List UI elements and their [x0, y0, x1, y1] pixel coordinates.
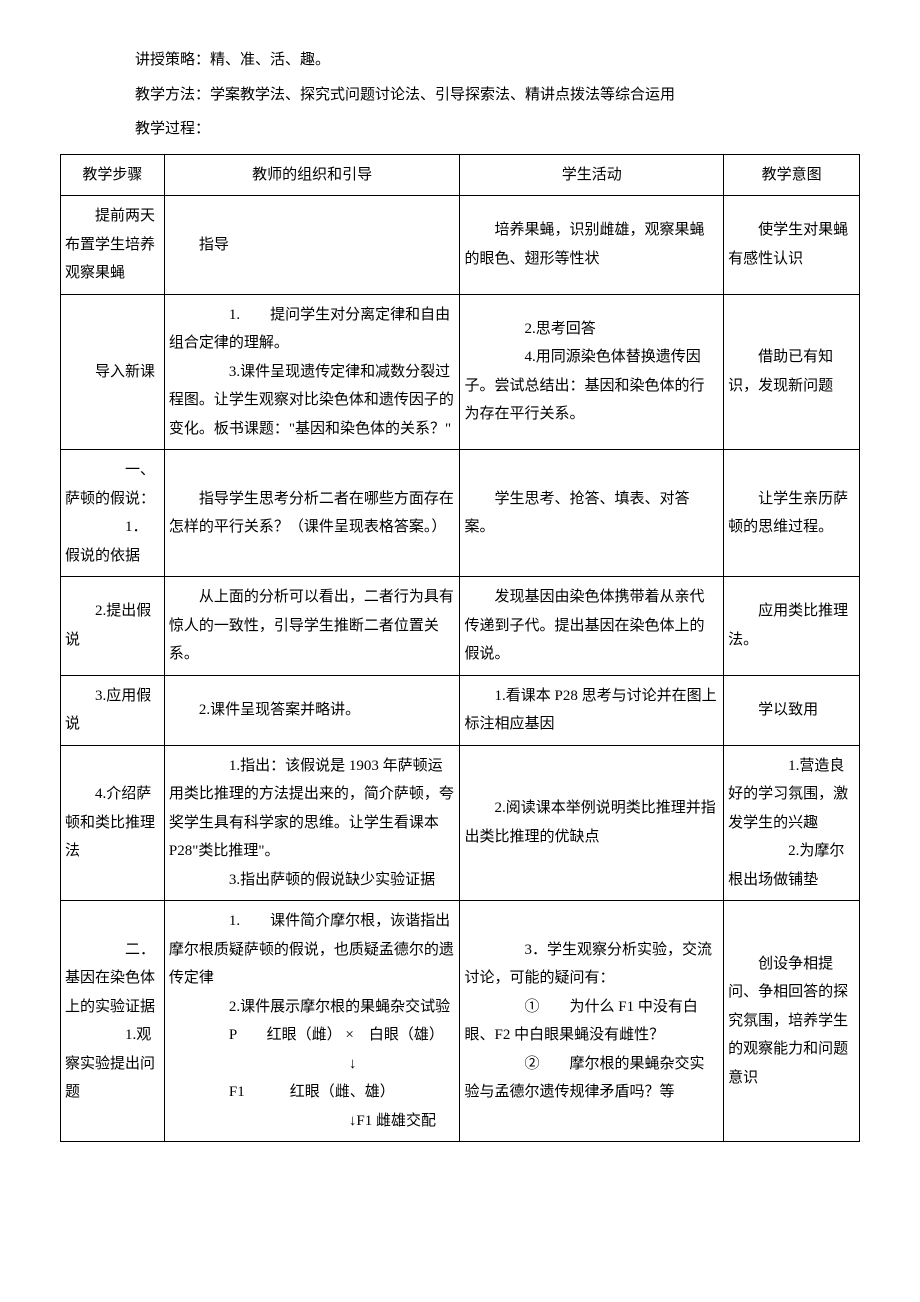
step-line: 二．基因在染色体上的实验证据	[65, 936, 160, 1022]
table-header-row: 教学步骤 教师的组织和引导 学生活动 教学意图	[61, 154, 860, 196]
cell-teach: 指导	[164, 196, 460, 295]
teach-line: ↓F1 雌雄交配	[169, 1107, 456, 1136]
cell-teach: 1. 课件简介摩尔根，诙谐指出摩尔根质疑萨顿的假说，也质疑孟德尔的遗传定律 2.…	[164, 901, 460, 1142]
cell-intent: 创设争相提问、争相回答的探究氛围，培养学生的观察能力和问题意识	[724, 901, 860, 1142]
table-row: 一、萨顿的假说： 1．假说的依据 指导学生思考分析二者在哪些方面存在怎样的平行关…	[61, 450, 860, 577]
cell-step: 2.提出假说	[61, 577, 165, 676]
teach-line: ↓	[169, 1050, 456, 1079]
cell-student: 培养果蝇，识别雌雄，观察果蝇的眼色、翅形等性状	[460, 196, 724, 295]
intro-process: 教学过程：	[60, 115, 860, 144]
table-row: 3.应用假说 2.课件呈现答案并略讲。 1.看课本 P28 思考与讨论并在图上标…	[61, 675, 860, 745]
cell-student: 学生思考、抢答、填表、对答案。	[460, 450, 724, 577]
cell-intent: 让学生亲历萨顿的思维过程。	[724, 450, 860, 577]
cell-intent: 应用类比推理法。	[724, 577, 860, 676]
cell-student: 发现基因由染色体携带着从亲代传递到子代。提出基因在染色体上的假说。	[460, 577, 724, 676]
cell-student: 1.看课本 P28 思考与讨论并在图上标注相应基因	[460, 675, 724, 745]
cell-teach: 指导学生思考分析二者在哪些方面存在怎样的平行关系？（课件呈现表格答案。）	[164, 450, 460, 577]
cell-step: 导入新课	[61, 294, 165, 450]
teach-line: 1.指出：该假说是 1903 年萨顿运用类比推理的方法提出来的，简介萨顿，夸奖学…	[169, 752, 456, 866]
step-line: 1.观察实验提出问题	[65, 1021, 160, 1107]
teach-line: 1. 提问学生对分离定律和自由组合定律的理解。	[169, 301, 456, 358]
table-row: 提前两天布置学生培养观察果蝇 指导 培养果蝇，识别雌雄，观察果蝇的眼色、翅形等性…	[61, 196, 860, 295]
col-header-step: 教学步骤	[61, 154, 165, 196]
student-line: 4.用同源染色体替换遗传因子。尝试总结出：基因和染色体的行为存在平行关系。	[464, 343, 719, 429]
cell-teach: 1.指出：该假说是 1903 年萨顿运用类比推理的方法提出来的，简介萨顿，夸奖学…	[164, 745, 460, 901]
student-line: 3．学生观察分析实验，交流讨论，可能的疑问有：	[464, 936, 719, 993]
cell-step: 二．基因在染色体上的实验证据 1.观察实验提出问题	[61, 901, 165, 1142]
cell-intent: 使学生对果蝇有感性认识	[724, 196, 860, 295]
intro-method: 教学方法：学案教学法、探究式问题讨论法、引导探索法、精讲点拨法等综合运用	[60, 81, 860, 110]
step-line: 一、萨顿的假说：	[65, 456, 160, 513]
student-line: 2.思考回答	[464, 315, 719, 344]
cell-step: 提前两天布置学生培养观察果蝇	[61, 196, 165, 295]
table-row: 4.介绍萨顿和类比推理法 1.指出：该假说是 1903 年萨顿运用类比推理的方法…	[61, 745, 860, 901]
cell-step: 4.介绍萨顿和类比推理法	[61, 745, 165, 901]
teach-line: 3.指出萨顿的假说缺少实验证据	[169, 866, 456, 895]
col-header-intent: 教学意图	[724, 154, 860, 196]
intent-line: 1.营造良好的学习氛围，激发学生的兴趣	[728, 752, 855, 838]
teach-line: F1 红眼（雌、雄）	[169, 1078, 456, 1107]
teach-line: 2.课件展示摩尔根的果蝇杂交试验	[169, 993, 456, 1022]
table-row: 导入新课 1. 提问学生对分离定律和自由组合定律的理解。 3.课件呈现遗传定律和…	[61, 294, 860, 450]
cell-student: 3．学生观察分析实验，交流讨论，可能的疑问有： ① 为什么 F1 中没有白眼、F…	[460, 901, 724, 1142]
teach-line: P 红眼（雌） × 白眼（雄）	[169, 1021, 456, 1050]
cell-teach: 从上面的分析可以看出，二者行为具有惊人的一致性，引导学生推断二者位置关系。	[164, 577, 460, 676]
teach-line: 3.课件呈现遗传定律和减数分裂过程图。让学生观察对比染色体和遗传因子的变化。板书…	[169, 358, 456, 444]
cell-student: 2.阅读课本举例说明类比推理并指出类比推理的优缺点	[460, 745, 724, 901]
student-line: ② 摩尔根的果蝇杂交实验与孟德尔遗传规律矛盾吗？等	[464, 1050, 719, 1107]
cell-teach: 2.课件呈现答案并略讲。	[164, 675, 460, 745]
cell-teach: 1. 提问学生对分离定律和自由组合定律的理解。 3.课件呈现遗传定律和减数分裂过…	[164, 294, 460, 450]
col-header-teach: 教师的组织和引导	[164, 154, 460, 196]
step-line: 1．假说的依据	[65, 513, 160, 570]
cell-step: 一、萨顿的假说： 1．假说的依据	[61, 450, 165, 577]
cell-intent: 学以致用	[724, 675, 860, 745]
col-header-student: 学生活动	[460, 154, 724, 196]
lesson-plan-table: 教学步骤 教师的组织和引导 学生活动 教学意图 提前两天布置学生培养观察果蝇 指…	[60, 154, 860, 1143]
teach-line: 1. 课件简介摩尔根，诙谐指出摩尔根质疑萨顿的假说，也质疑孟德尔的遗传定律	[169, 907, 456, 993]
cell-intent: 借助已有知识，发现新问题	[724, 294, 860, 450]
table-row: 2.提出假说 从上面的分析可以看出，二者行为具有惊人的一致性，引导学生推断二者位…	[61, 577, 860, 676]
student-line: ① 为什么 F1 中没有白眼、F2 中白眼果蝇没有雌性？	[464, 993, 719, 1050]
cell-step: 3.应用假说	[61, 675, 165, 745]
intro-strategy: 讲授策略：精、准、活、趣。	[60, 46, 860, 75]
table-row: 二．基因在染色体上的实验证据 1.观察实验提出问题 1. 课件简介摩尔根，诙谐指…	[61, 901, 860, 1142]
cell-student: 2.思考回答 4.用同源染色体替换遗传因子。尝试总结出：基因和染色体的行为存在平…	[460, 294, 724, 450]
intent-line: 2.为摩尔根出场做铺垫	[728, 837, 855, 894]
cell-intent: 1.营造良好的学习氛围，激发学生的兴趣 2.为摩尔根出场做铺垫	[724, 745, 860, 901]
